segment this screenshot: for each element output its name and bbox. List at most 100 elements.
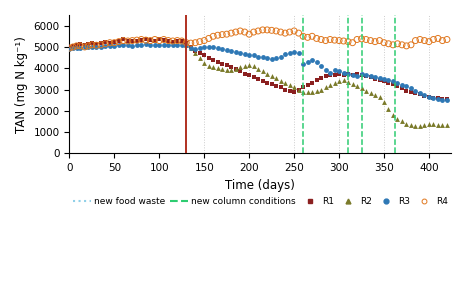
Point [250, 64, 257, 68]
Point [380, 79, 388, 83]
Point [443, 37, 451, 42]
Point [246, 32, 253, 36]
Point [376, 38, 383, 43]
Point [97, 40, 105, 45]
Point [173, 39, 181, 43]
Point [340, 70, 347, 75]
Point [182, 43, 190, 48]
Point [128, 39, 136, 43]
Point [255, 54, 262, 59]
Point [308, 34, 316, 38]
Point [69, 45, 77, 49]
Point [403, 84, 410, 89]
Point [443, 123, 451, 128]
Point [259, 69, 266, 74]
Point [299, 62, 307, 66]
Point [313, 78, 320, 82]
Point [371, 93, 379, 97]
Point [160, 37, 168, 42]
Point [286, 30, 293, 34]
Point [331, 81, 338, 86]
Point [142, 42, 150, 47]
Point [273, 84, 280, 89]
Point [322, 85, 329, 90]
Point [196, 46, 203, 50]
Point [241, 30, 248, 34]
Point [403, 121, 410, 126]
Point [214, 60, 221, 64]
Point [304, 35, 311, 40]
Point [416, 123, 424, 128]
Point [187, 46, 194, 50]
Point [420, 38, 428, 43]
Point [237, 65, 244, 69]
Point [389, 82, 397, 86]
Point [241, 71, 248, 76]
Point [308, 57, 316, 62]
Point [358, 86, 365, 91]
Point [282, 87, 289, 92]
Point [187, 41, 194, 45]
Point [407, 86, 415, 91]
Point [412, 38, 419, 43]
Point [273, 29, 280, 33]
Point [429, 122, 437, 127]
Point [434, 96, 442, 101]
Point [291, 85, 298, 90]
Point [214, 46, 221, 50]
Point [304, 83, 311, 88]
Point [344, 39, 352, 44]
Point [358, 72, 365, 77]
Point [128, 38, 136, 43]
Point [164, 42, 172, 47]
Point [344, 80, 352, 84]
Point [362, 72, 370, 77]
Point [151, 43, 159, 48]
Point [438, 98, 446, 102]
Point [412, 123, 419, 128]
Point [128, 44, 136, 48]
Point [219, 62, 226, 66]
Point [367, 74, 374, 79]
Point [353, 72, 361, 77]
Point [416, 37, 424, 42]
Point [438, 123, 446, 127]
Point [403, 44, 410, 48]
Point [353, 37, 361, 42]
Point [232, 30, 239, 34]
Point [335, 79, 343, 83]
Point [201, 61, 208, 65]
Point [110, 40, 118, 45]
Point [367, 90, 374, 95]
Point [65, 46, 73, 50]
Point [443, 98, 451, 102]
Point [146, 38, 154, 42]
Point [241, 52, 248, 57]
Point [313, 36, 320, 41]
Point [380, 100, 388, 105]
Point [187, 45, 194, 49]
Point [219, 47, 226, 51]
Point [420, 94, 428, 98]
Point [420, 122, 428, 127]
Point [416, 90, 424, 95]
Point [407, 89, 415, 94]
Point [178, 39, 185, 44]
Point [237, 29, 244, 33]
Point [277, 54, 284, 59]
Point [273, 55, 280, 60]
Point [308, 81, 316, 86]
Point [282, 31, 289, 35]
Point [119, 37, 127, 42]
Point [340, 72, 347, 77]
Point [81, 45, 89, 50]
Point [380, 40, 388, 45]
Point [358, 36, 365, 41]
Point [322, 68, 329, 73]
Point [219, 67, 226, 72]
Point [133, 43, 141, 48]
Point [205, 64, 212, 68]
Point [250, 30, 257, 34]
Point [344, 71, 352, 76]
Point [155, 42, 163, 47]
